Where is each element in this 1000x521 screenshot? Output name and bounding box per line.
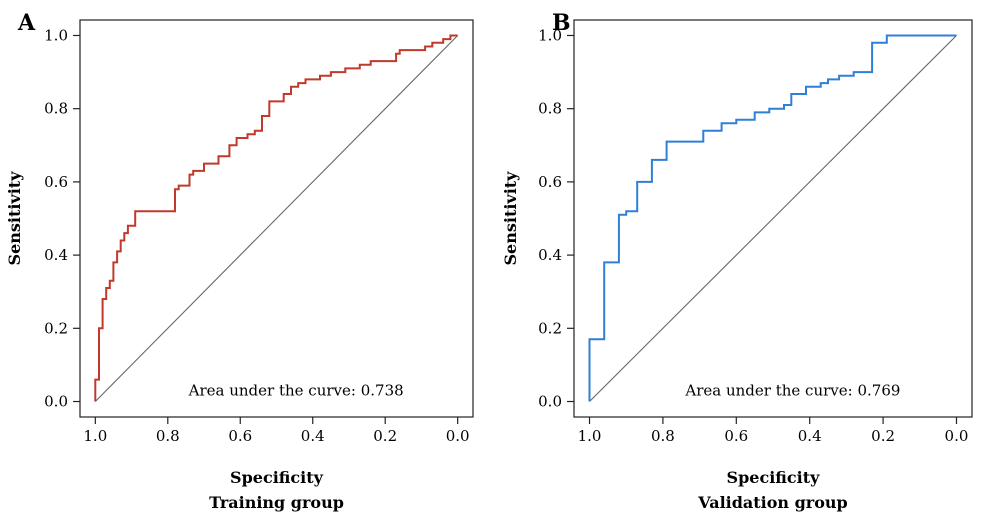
roc-curve xyxy=(588,34,957,402)
panel-label: A xyxy=(17,10,36,36)
chart-panel-b: B1.0 0.8 0.6 0.4 0.2 0.00.00.20.40.60.81.0Are… xyxy=(501,10,973,512)
y-tick-label: 0.4 xyxy=(538,246,562,264)
y-tick-label: 0.2 xyxy=(44,319,68,337)
x-tick-label: 0.4 xyxy=(301,427,325,445)
y-tick-label: 1.0 xyxy=(44,26,68,44)
panel-label: B xyxy=(552,10,571,36)
y-tick-label: 0.2 xyxy=(538,319,562,337)
x-tick-label: 1.0 xyxy=(578,427,602,445)
plot-frame xyxy=(573,19,973,418)
y-axis-title: Sensitivity xyxy=(501,171,520,266)
group-subtitle: Training group xyxy=(209,493,344,512)
plot-frame xyxy=(79,19,474,418)
y-tick-label: 0.0 xyxy=(538,393,562,411)
y-tick-label: 0.4 xyxy=(44,246,68,264)
y-axis-title: Sensitivity xyxy=(5,171,24,266)
x-tick-label: 0.6 xyxy=(724,427,748,445)
y-tick-label: 1.0 xyxy=(538,26,562,44)
auc-annotation: Area under the curve: 0.738 xyxy=(188,382,404,400)
y-tick-label: 0.6 xyxy=(538,173,562,191)
y-tick-label: 0.6 xyxy=(44,173,68,191)
x-tick-label: 0.0 xyxy=(446,427,470,445)
y-tick-label: 0.0 xyxy=(44,393,68,411)
x-tick-label: 0.8 xyxy=(651,427,675,445)
x-tick-label: 0.8 xyxy=(156,427,180,445)
x-tick-label: 0.0 xyxy=(945,427,969,445)
chart-panel-a: A 1.0 0.8 0.6 0.4 0.2 0.0 0.0 0.2 0.4 0.6 0.8 1.0 Are… xyxy=(5,10,474,512)
y-tick-label: 0.8 xyxy=(538,100,562,118)
group-subtitle: Validation group xyxy=(697,493,847,512)
x-tick-label: 0.4 xyxy=(798,427,822,445)
auc-annotation: Area under the curve: 0.769 xyxy=(684,382,900,400)
reference-diagonal xyxy=(589,35,957,402)
x-tick-label: 1.0 xyxy=(83,427,107,445)
x-tick-label: 0.6 xyxy=(228,427,252,445)
x-axis-title: Specificity xyxy=(727,468,821,487)
x-axis-title: Specificity xyxy=(230,468,324,487)
x-tick-label: 0.2 xyxy=(373,427,397,445)
roc-curve xyxy=(94,34,458,402)
y-tick-label: 0.8 xyxy=(44,100,68,118)
x-tick-label: 0.2 xyxy=(871,427,895,445)
reference-diagonal xyxy=(94,35,459,402)
